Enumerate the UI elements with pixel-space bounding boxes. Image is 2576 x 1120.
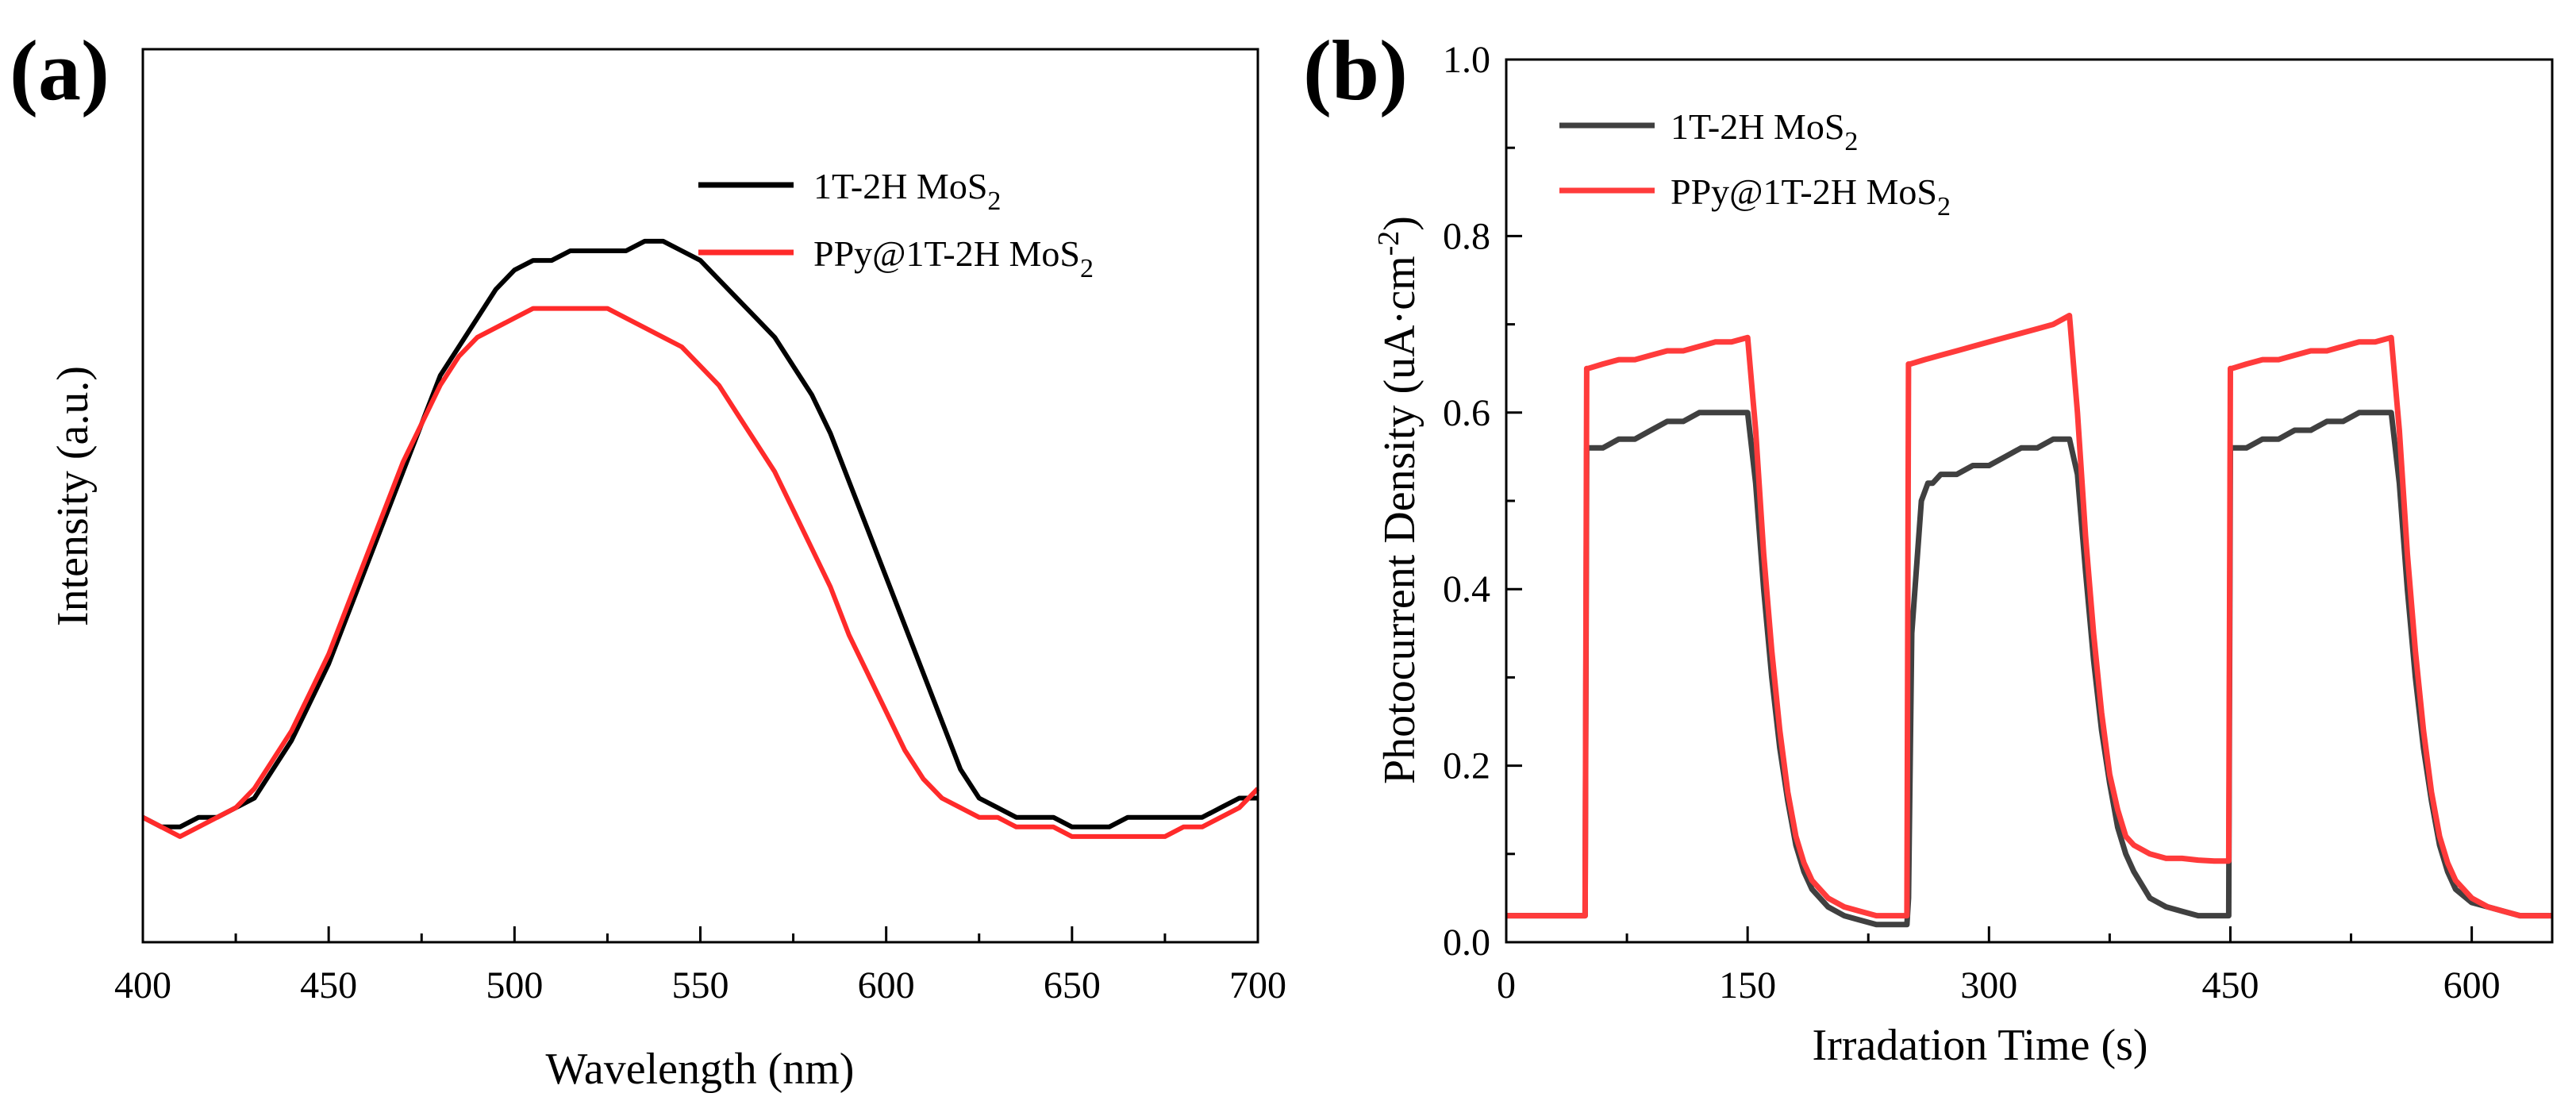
x-tick-label-a-1: 450 — [300, 964, 357, 1006]
series-line-a-1 — [141, 306, 1260, 839]
x-tick-label-a-0: 400 — [114, 964, 171, 1006]
y-tick-label-b-0: 0.0 — [1443, 922, 1490, 964]
x-tick-label-a-4: 600 — [858, 964, 915, 1006]
x-tick-label-b-2: 300 — [1960, 964, 2017, 1006]
panel-a-label: (a) — [10, 24, 110, 118]
y-tick-label-b-1: 0.2 — [1443, 745, 1490, 787]
x-tick-label-b-3: 450 — [2201, 964, 2259, 1006]
panel-a-series — [141, 238, 1260, 839]
panel-b: (b) 0 150 300 450 600 0.0 0.2 0.4 0.6 0.8 1.0 Irr… — [1303, 24, 2554, 1070]
series-line-b-0 — [1506, 410, 2552, 928]
y-tick-label-b-5: 1.0 — [1443, 39, 1490, 81]
panel-b-y-ticks: 0.0 0.2 0.4 0.6 0.8 1.0 — [1443, 39, 1522, 964]
legend-a-label-ppy: PPy@1T-2H MoS2 — [813, 233, 1094, 283]
y-tick-label-b-3: 0.6 — [1443, 392, 1490, 434]
x-tick-label-a-2: 500 — [486, 964, 543, 1006]
x-tick-label-a-5: 650 — [1044, 964, 1101, 1006]
x-tick-label-a-6: 700 — [1229, 964, 1286, 1006]
x-tick-label-b-4: 600 — [2443, 964, 2501, 1006]
x-tick-label-a-3: 550 — [672, 964, 729, 1006]
series-line-b-1 — [1506, 313, 2552, 919]
panel-b-x-axis-title: Irradation Time (s) — [1812, 1021, 2147, 1070]
y-tick-label-b-4: 0.8 — [1443, 215, 1490, 257]
panel-a-y-axis-title: Intensity (a.u.) — [48, 366, 98, 626]
y-tick-label-b-2: 0.4 — [1443, 568, 1490, 610]
series-line-a-0 — [141, 238, 1258, 829]
x-tick-label-b-1: 150 — [1719, 964, 1776, 1006]
panel-a-legend: 1T-2H MoS2 PPy@1T-2H MoS2 — [698, 166, 1094, 283]
legend-b-label-1t2h: 1T-2H MoS2 — [1671, 106, 1858, 156]
x-tick-label-b-0: 0 — [1497, 964, 1516, 1006]
panel-a: (a) 400 450 500 550 600 650 700 Wavelength (nm… — [10, 24, 1286, 1094]
panel-b-x-ticks: 0 150 300 450 600 — [1497, 926, 2501, 1006]
legend-a-label-1t2h: 1T-2H MoS2 — [813, 166, 1001, 216]
legend-b-label-ppy: PPy@1T-2H MoS2 — [1671, 171, 1951, 221]
panel-b-series — [1506, 313, 2552, 928]
panel-b-legend: 1T-2H MoS2 PPy@1T-2H MoS2 — [1559, 106, 1951, 221]
panel-a-x-ticks: 400 450 500 550 600 650 700 — [114, 926, 1286, 1006]
panel-b-plot-frame — [1505, 58, 2554, 944]
panel-b-y-axis-title: Photocurrent Density (uA·cm-2) — [1372, 216, 1424, 784]
panel-a-x-axis-title: Wavelength (nm) — [546, 1045, 855, 1094]
panel-b-label: (b) — [1303, 24, 1408, 118]
